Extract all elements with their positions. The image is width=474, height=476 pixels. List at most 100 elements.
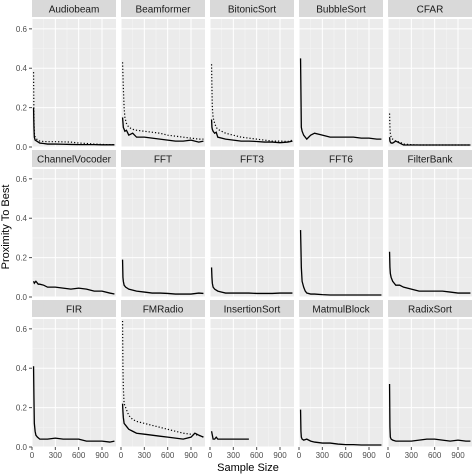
panel-strip bbox=[32, 0, 116, 17]
x-tick-label: 600 bbox=[428, 451, 442, 460]
panel-fft: FFT bbox=[120, 150, 205, 298]
panel-strip bbox=[210, 0, 294, 17]
panel-title: FFT3 bbox=[240, 155, 264, 166]
panel-title: BubbleSort bbox=[316, 5, 366, 16]
panel-title: RadixSort bbox=[408, 305, 452, 316]
panel-radixsort: RadixSort 0 300 600 900 bbox=[386, 300, 472, 460]
plot-area bbox=[32, 169, 116, 297]
panel-filterbank: FilterBank bbox=[387, 150, 472, 298]
x-tick-label: 300 bbox=[405, 451, 419, 460]
panel-title: BitonicSort bbox=[228, 5, 277, 16]
panel-insertionsort: InsertionSort 0 300 600 900 bbox=[208, 300, 294, 460]
series-line-solid bbox=[388, 251, 471, 294]
panel-title: FilterBank bbox=[407, 155, 453, 166]
series-line-solid bbox=[32, 366, 115, 443]
panel-strip bbox=[121, 0, 205, 17]
x-tick-label: 600 bbox=[250, 451, 264, 460]
x-tick-label: 0 bbox=[386, 451, 391, 460]
x-tick-label: 300 bbox=[227, 451, 241, 460]
panel-title: InsertionSort bbox=[224, 305, 281, 316]
series-line-solid bbox=[121, 259, 204, 295]
plot-area bbox=[121, 19, 205, 147]
plot-area bbox=[210, 19, 294, 147]
panel-strip bbox=[121, 150, 205, 167]
plot-area bbox=[32, 319, 116, 447]
y-tick-label: 0.2 bbox=[16, 404, 28, 413]
series-line-solid bbox=[121, 403, 204, 440]
x-tick-label: 300 bbox=[138, 451, 152, 460]
plot-area bbox=[210, 319, 294, 447]
panel-audiobeam: Audiobeam 0.0 0.2 0.4 0.6 bbox=[16, 0, 116, 152]
plot-area bbox=[32, 19, 116, 147]
x-tick-label: 300 bbox=[316, 451, 330, 460]
x-tick-label: 900 bbox=[273, 451, 287, 460]
x-tick-label: 0 bbox=[297, 451, 302, 460]
panel-strip bbox=[299, 150, 383, 167]
series-line-dotted bbox=[121, 320, 204, 438]
y-tick-label: 0.6 bbox=[16, 325, 28, 334]
series-line-solid bbox=[210, 267, 293, 295]
plot-area bbox=[121, 319, 205, 447]
panel-matmulblock: MatmulBlock 0 300 600 900 bbox=[297, 300, 383, 460]
x-axis-title: Sample Size bbox=[217, 462, 279, 474]
x-tick-label: 600 bbox=[161, 451, 175, 460]
panel-strip bbox=[210, 300, 294, 317]
x-tick-label: 900 bbox=[184, 451, 198, 460]
series-line-solid bbox=[121, 117, 204, 143]
x-tick-label: 300 bbox=[49, 451, 63, 460]
panel-channelvocoder: ChannelVocoder 0.0 0.2 0.4 0.6 bbox=[16, 150, 116, 302]
series-line-dotted bbox=[121, 62, 204, 140]
panel-strip bbox=[121, 300, 205, 317]
plot-area bbox=[299, 319, 383, 447]
series-line-solid bbox=[210, 119, 293, 144]
panel-title: ChannelVocoder bbox=[37, 155, 112, 166]
panel-bitonicsort: BitonicSort bbox=[209, 0, 294, 148]
panel-fft3: FFT3 bbox=[209, 150, 294, 298]
series-line-solid bbox=[299, 58, 382, 141]
panel-title: FMRadio bbox=[143, 305, 184, 316]
panel-strip bbox=[388, 150, 472, 167]
series-line-solid bbox=[299, 230, 382, 296]
panel-strip bbox=[299, 0, 383, 17]
y-axis-title: Proximity To Best bbox=[0, 185, 12, 270]
y-tick-label: 0.6 bbox=[16, 25, 28, 34]
y-tick-label: 0.4 bbox=[16, 214, 28, 223]
plot-area bbox=[388, 19, 472, 147]
y-tick-label: 0.6 bbox=[16, 175, 28, 184]
series-line-dotted bbox=[388, 113, 471, 146]
y-tick-label: 0.2 bbox=[16, 254, 28, 263]
x-tick-label: 0 bbox=[30, 451, 35, 460]
series-line-solid bbox=[388, 137, 471, 146]
panel-title: Beamformer bbox=[135, 5, 191, 16]
x-tick-label: 0 bbox=[119, 451, 124, 460]
series-line-dotted bbox=[32, 72, 115, 146]
panel-title: FFT6 bbox=[329, 155, 353, 166]
panel-fir: FIR 0.0 0.2 0.4 0.6 0 300 600 900 bbox=[16, 300, 116, 460]
panel-title: MatmulBlock bbox=[312, 305, 370, 316]
series-line-solid bbox=[32, 280, 115, 295]
panel-title: FIR bbox=[66, 305, 82, 316]
plot-area bbox=[121, 169, 205, 297]
x-tick-label: 0 bbox=[208, 451, 213, 460]
x-tick-label: 900 bbox=[362, 451, 376, 460]
panel-bubblesort: BubbleSort bbox=[298, 0, 383, 148]
series-line-solid bbox=[388, 383, 471, 442]
y-tick-label: 0.0 bbox=[16, 293, 28, 302]
panel-cfar: CFAR bbox=[387, 0, 472, 148]
x-tick-label: 600 bbox=[72, 451, 86, 460]
y-tick-label: 0.4 bbox=[16, 64, 28, 73]
y-tick-label: 0.4 bbox=[16, 364, 28, 373]
panel-title: Audiobeam bbox=[49, 5, 100, 16]
plot-area bbox=[299, 169, 383, 297]
x-tick-label: 900 bbox=[95, 451, 109, 460]
panel-strip bbox=[210, 150, 294, 167]
series-line-solid bbox=[299, 409, 382, 446]
y-tick-label: 0.2 bbox=[16, 104, 28, 113]
panel-strip bbox=[388, 300, 472, 317]
series-line-dotted bbox=[210, 64, 293, 143]
panel-strip bbox=[32, 300, 116, 317]
plot-area bbox=[388, 319, 472, 447]
x-tick-label: 900 bbox=[451, 451, 465, 460]
series-line-solid bbox=[210, 431, 249, 440]
